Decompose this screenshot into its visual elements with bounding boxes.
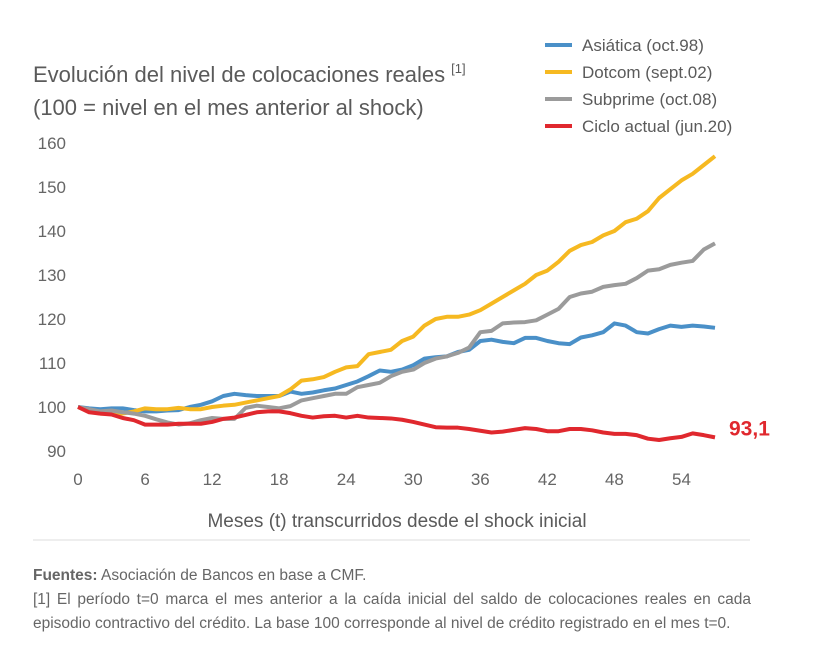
title-note: [1] (451, 61, 465, 76)
y-tick-label: 100 (38, 398, 66, 417)
series-line (77, 154, 717, 416)
footnote: [1] El período t=0 marca el mes anterior… (33, 591, 751, 632)
chart-subtitle: (100 = nivel en el mes anterior al shock… (33, 95, 424, 120)
x-tick-label: 6 (140, 470, 149, 489)
x-tick-label: 54 (672, 470, 691, 489)
x-axis-label: Meses (t) transcurridos desde el shock i… (207, 511, 586, 532)
sources: Fuentes: Asociación de Bancos en base a … (33, 564, 751, 588)
x-tick-label: 48 (605, 470, 624, 489)
x-tick-label: 24 (337, 470, 356, 489)
legend-label: Dotcom (sept.02) (582, 63, 712, 82)
series-line (77, 321, 716, 414)
series-line (77, 405, 716, 442)
y-tick-label: 140 (38, 222, 66, 241)
y-tick-label: 130 (38, 266, 66, 285)
sources-text: Asociación de Bancos en base a CMF. (101, 567, 367, 584)
title-line: Evolución del nivel de colocaciones real… (33, 62, 445, 87)
x-tick-label: 36 (471, 470, 490, 489)
x-tick-label: 0 (73, 470, 82, 489)
x-tick-label: 42 (538, 470, 557, 489)
y-tick-label: 160 (38, 134, 66, 153)
y-tick-label: 110 (39, 354, 66, 373)
end-label: 93,1 (729, 417, 770, 440)
y-tick-label: 90 (47, 442, 66, 461)
y-tick-label: 150 (38, 178, 66, 197)
x-tick-label: 12 (203, 470, 222, 489)
sources-label: Fuentes: (33, 567, 98, 584)
x-tick-label: 30 (404, 470, 423, 489)
legend-label: Asiática (oct.98) (582, 36, 704, 55)
series-line (77, 241, 716, 427)
legend-label: Ciclo actual (jun.20) (582, 117, 732, 136)
footer: Fuentes: Asociación de Bancos en base a … (33, 564, 751, 636)
y-tick-label: 120 (38, 310, 66, 329)
legend-label: Subprime (oct.08) (582, 90, 717, 109)
chart-title: Evolución del nivel de colocaciones real… (33, 61, 466, 87)
x-tick-label: 18 (270, 470, 289, 489)
